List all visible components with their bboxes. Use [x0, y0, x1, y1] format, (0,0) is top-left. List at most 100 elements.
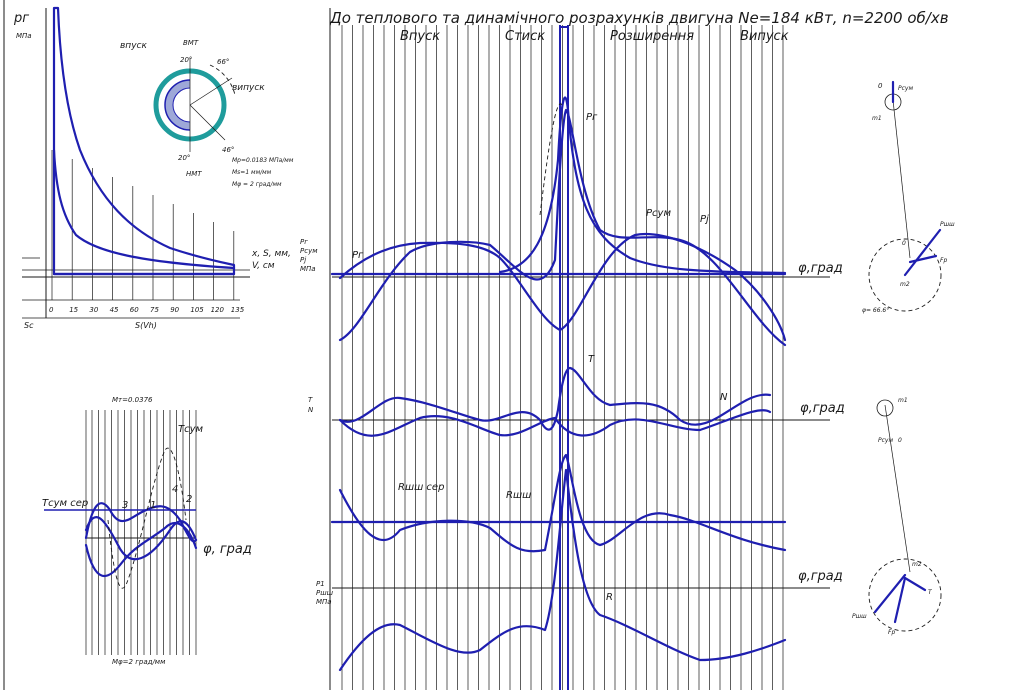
- tn-t-label: T: [588, 354, 595, 365]
- forces-psum-label: Pсум: [646, 208, 671, 219]
- tn-left-label-1: T: [308, 396, 313, 404]
- torque-cyl-curve-1: [84, 522, 198, 578]
- crank2-t-arrow: [903, 576, 927, 592]
- r-phi-label: φ,град: [798, 569, 843, 584]
- scale-note-3: Mφ = 2 град/мм: [232, 181, 282, 188]
- forces-pg-curve: [498, 96, 787, 275]
- valve-timing-diagram: впуск ВМТ випуск НМТ 20° 66° 20° 46°: [120, 39, 265, 178]
- forces-pg-label: Pг: [586, 112, 598, 123]
- valve-arc-66: [209, 64, 236, 96]
- indicator-tick-label: 105: [190, 306, 204, 314]
- scale-note-1: Mp=0.0183 МПа/мм: [232, 157, 294, 164]
- valve-angle-20-bottom: 20°: [178, 154, 190, 162]
- valve-exhaust-label: випуск: [232, 83, 265, 93]
- torque-cyl-curve-2: [84, 516, 198, 561]
- valve-exhaust-arc: [172, 87, 191, 123]
- indicator-expansion-curve: [52, 6, 236, 276]
- forces-pr-label: Pг: [352, 250, 364, 261]
- valve-intake-label: впуск: [120, 41, 147, 51]
- torque-cyl-label-3: 3: [122, 500, 128, 511]
- torque-tsum-avg-label: Tсум сер: [42, 498, 88, 509]
- stroke-label-compression: Стиск: [505, 29, 545, 44]
- tn-phi-label: φ,град: [800, 401, 845, 416]
- crank1-crank-circle: [868, 238, 942, 312]
- stroke-label-exhaust: Випуск: [740, 29, 789, 44]
- indicator-x-label2: V, см: [252, 261, 275, 271]
- valve-angle-20-top: 20°: [180, 56, 192, 64]
- indicator-y-label: pг: [13, 11, 29, 26]
- crank2-label-0: 0: [898, 437, 902, 444]
- indicator-compression-curve: [52, 148, 236, 270]
- torque-cyl-label-4: 4: [172, 484, 178, 495]
- r-label: R: [606, 592, 613, 603]
- torque-x-label: φ, град: [203, 542, 252, 557]
- force-diagrams: Впуск Стиск Розширення Випуск Pг Pсум Pj…: [308, 8, 845, 690]
- scale-note-2: Ms=1 мм/мм: [232, 169, 272, 176]
- stroke-label-intake: Впуск: [400, 29, 440, 44]
- indicator-tick-label: 15: [69, 306, 78, 314]
- crank1-label-psum: Pсум: [898, 85, 913, 92]
- indicator-x-label: x, S, мм,: [251, 249, 291, 259]
- crank1-rod: [892, 99, 911, 259]
- crank2-label-fp: Fр: [888, 629, 895, 636]
- forces-pg-dash: [539, 103, 563, 216]
- forces-pj-label: Pj: [700, 214, 709, 225]
- crank1-label-m2: m2: [900, 281, 910, 288]
- indicator-y-unit: МПа: [16, 32, 32, 40]
- indicator-right-label-3: Pj: [300, 256, 306, 264]
- indicator-tick-label: 135: [231, 306, 245, 314]
- rsh-curve: [338, 453, 787, 553]
- crank2-crank-circle: [868, 558, 942, 632]
- torque-tsum-curve: [84, 502, 198, 543]
- indicator-tick-label: 0: [49, 306, 54, 314]
- crank-mechanism-bottom: m1 Pсум 0 m2 Pшш Fр T: [852, 397, 942, 636]
- r-left-label-3: МПа: [316, 598, 332, 606]
- valve-tdc-label: ВМТ: [183, 39, 199, 47]
- indicator-tick-label: 60: [130, 306, 139, 314]
- valve-angle-66: 66°: [217, 58, 229, 66]
- crank1-pshsh-arrow: [903, 228, 942, 277]
- indicator-tick-labels: 0 15 30 45 60 75 90 105 120 135: [49, 306, 245, 314]
- indicator-right-label-1: Pг: [300, 238, 308, 246]
- indicator-tick-label: 45: [110, 306, 119, 314]
- crank2-label-m2: m2: [912, 561, 922, 568]
- indicator-sc-label: Sc: [24, 321, 34, 330]
- indicator-tick-label: 75: [150, 306, 159, 314]
- tn-t-curve: [338, 366, 772, 431]
- valve-angle-46: 46°: [222, 146, 234, 154]
- crank2-label-t: T: [928, 589, 933, 596]
- crank1-label-0b: 0: [902, 240, 906, 247]
- r-left-label-1: P1: [316, 580, 325, 588]
- torque-cyl-label-1: 1: [150, 500, 156, 511]
- main-tdc-cap: [559, 25, 569, 30]
- crank1-label-m1: m1: [872, 115, 882, 122]
- crank1-label-0: 0: [878, 82, 883, 90]
- torque-scale-top: Mт=0.0376: [112, 396, 153, 404]
- indicator-diagram: pг МПа 0 15 30 45 60 75 90 105 120 135 Sc S(Vh) x…: [13, 6, 318, 330]
- tn-left-label-2: N: [308, 406, 314, 414]
- indicator-tick-label: 90: [170, 306, 179, 314]
- crank-mechanism-top: 0 Pсум m1 Pшш 0 Fр m2 φ= 66.6°: [862, 80, 955, 314]
- crank2-label-psum: Pсум: [878, 437, 893, 444]
- valve-exhaust-line: [189, 77, 233, 106]
- r-curve: [338, 468, 787, 672]
- torque-tsum-label: Tсум: [178, 424, 204, 435]
- crank2-rod: [884, 404, 911, 573]
- crank2-label-m1: m1: [898, 397, 908, 404]
- crank2-piston-pin: [876, 399, 894, 417]
- crank1-label-angle: φ= 66.6°: [862, 307, 889, 314]
- rsh-label: Rшш: [506, 490, 531, 501]
- torque-cyl-label-2: 2: [186, 494, 192, 505]
- indicator-x-axis-label: S(Vh): [135, 321, 157, 330]
- rsh-avg-label: Rшш сер: [398, 482, 444, 493]
- forces-pj-curve: [338, 233, 787, 342]
- main-vertical-grid: [341, 25, 784, 690]
- r-left-label-2: Pшш: [316, 589, 334, 597]
- indicator-right-label-4: МПа: [300, 265, 316, 273]
- indicator-tick-label: 120: [211, 306, 225, 314]
- crank1-label-fp: Fр: [940, 257, 947, 264]
- indicator-right-label-2: Pсум: [300, 247, 318, 255]
- valve-angle-line: [189, 104, 226, 141]
- valve-bdc-label: НМТ: [186, 170, 202, 178]
